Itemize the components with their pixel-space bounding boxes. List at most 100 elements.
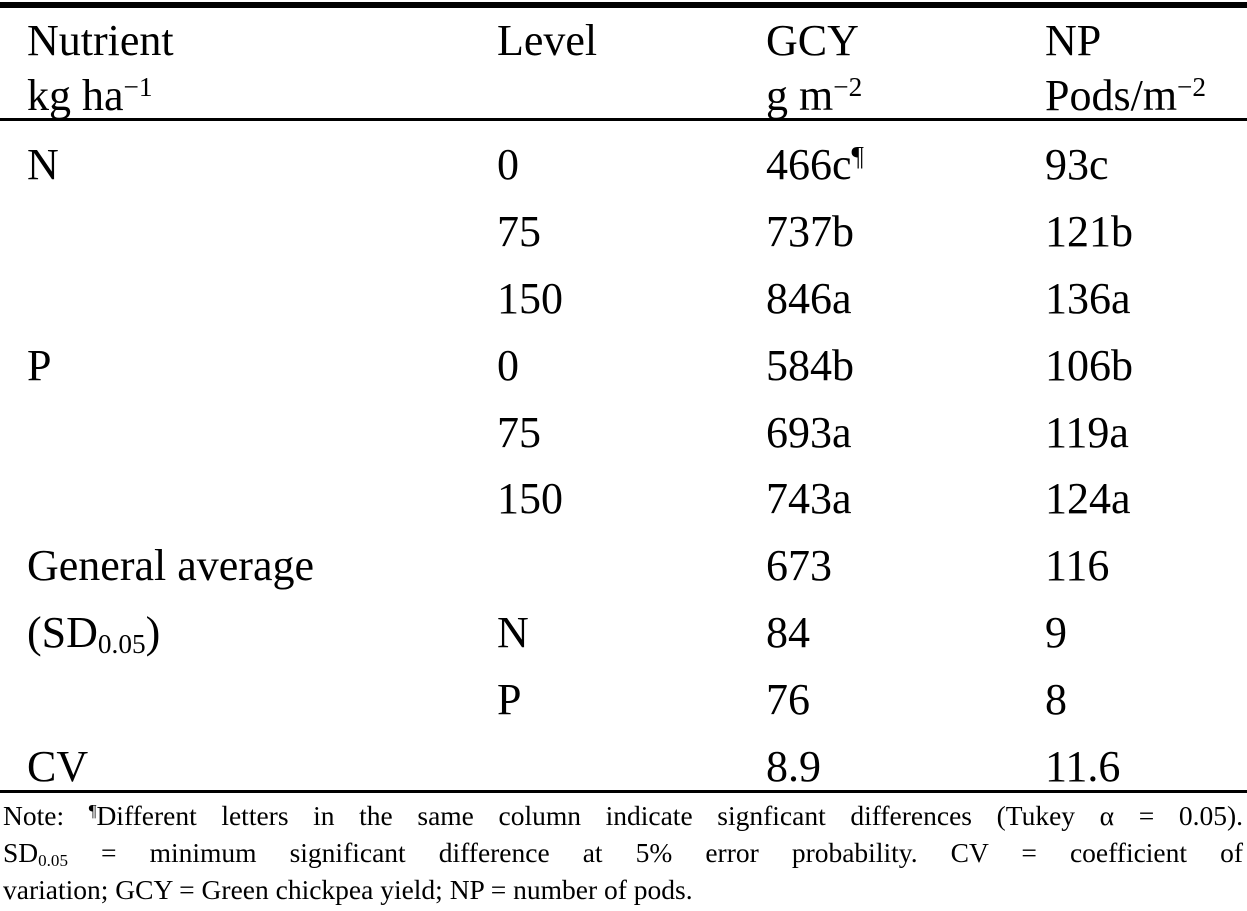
text-segment: SD — [3, 836, 39, 868]
text-segment: 0 — [497, 340, 519, 390]
superscript-text: ¶ — [88, 801, 97, 821]
table-header-row: Nutrient kg ha−1 Level GCY g m−2 NP Pods/m−2 — [0, 8, 1247, 121]
text-segment: 150 — [497, 273, 563, 323]
table-cell — [497, 745, 766, 790]
text-segment: variation; GCY = Green chickpea yield; N… — [3, 873, 693, 905]
text-segment: 136a — [1045, 273, 1131, 323]
text-segment: 119a — [1045, 407, 1129, 457]
header-cell: GCY g m−2 — [766, 13, 1045, 123]
superscript-text: −2 — [1177, 71, 1207, 102]
table-cell: CV — [27, 745, 497, 790]
subscript-text: 0.05 — [97, 629, 146, 660]
note-line: variation; GCY = Green chickpea yield; N… — [3, 873, 1243, 906]
text-segment: 0 — [497, 140, 519, 189]
header-line-2: Pods/m−2 — [1045, 68, 1247, 123]
text-segment: Different letters in the same column ind… — [96, 799, 1243, 831]
table-row: 150 743a 124a — [0, 455, 1247, 522]
text-segment: CV — [27, 742, 89, 792]
table-cell — [27, 210, 497, 255]
table-cell: 150 — [497, 477, 766, 522]
table-cell — [27, 277, 497, 322]
table-cell: 9 — [1045, 611, 1247, 660]
text-segment: 466c — [766, 140, 852, 189]
text-segment: 693a — [766, 407, 852, 457]
header-cell: Nutrient kg ha−1 — [27, 13, 497, 123]
text-segment: 9 — [1045, 608, 1067, 658]
table-row: 150 846a 136a — [0, 255, 1247, 322]
table-cell: 124a — [1045, 477, 1247, 522]
text-segment: 75 — [497, 407, 541, 457]
text-segment: P — [497, 675, 522, 725]
text-segment: N — [497, 608, 529, 658]
table-note: Note: ¶Different letters in the same col… — [0, 793, 1247, 906]
text-segment: NP — [1045, 16, 1102, 65]
text-segment: Level — [497, 16, 598, 65]
table-cell: 136a — [1045, 273, 1247, 323]
text-segment: Pods/m — [1045, 71, 1178, 120]
text-segment: 8.9 — [766, 742, 821, 792]
text-segment: 106b — [1045, 340, 1133, 390]
table-cell: 93c — [1045, 143, 1247, 192]
text-segment: 93c — [1045, 140, 1109, 189]
table-top-rule — [0, 2, 1247, 8]
table-cell: 119a — [1045, 407, 1247, 457]
text-segment: 8 — [1045, 675, 1067, 725]
table-cell: 466c¶ — [766, 140, 1045, 192]
superscript-text: −2 — [833, 71, 863, 102]
table-cell: 584b — [766, 340, 1045, 390]
text-segment: 673 — [766, 541, 832, 591]
text-segment: 124a — [1045, 474, 1131, 524]
table-cell: 11.6 — [1045, 745, 1247, 790]
header-line-2: kg ha−1 — [27, 68, 497, 123]
table-cell: P — [497, 678, 766, 723]
text-segment: kg ha — [27, 71, 124, 120]
table-row: P 76 8 — [0, 656, 1247, 723]
table-cell — [27, 477, 497, 522]
superscript-text: ¶ — [851, 140, 864, 171]
text-segment: P — [27, 340, 52, 390]
table-cell: 0 — [497, 143, 766, 192]
table-cell: 116 — [1045, 544, 1247, 589]
note-line: SD0.05 = minimum significant difference … — [3, 836, 1243, 873]
table-cell: 76 — [766, 678, 1045, 723]
table-cell: 743a — [766, 477, 1045, 522]
text-segment: 846a — [766, 273, 852, 323]
text-segment: General average — [27, 541, 315, 591]
text-segment: (SD — [27, 608, 98, 658]
table-cell: 121b — [1045, 206, 1247, 256]
text-segment: N — [27, 140, 59, 189]
subscript-text: 0.05 — [38, 850, 68, 870]
table-cell: General average — [27, 544, 497, 589]
table-row: P 0 584b 106b — [0, 322, 1247, 389]
text-segment: = minimum significant difference at 5% e… — [67, 836, 1243, 868]
note-line: Note: ¶Different letters in the same col… — [3, 799, 1243, 836]
text-segment: GCY — [766, 16, 859, 65]
table-cell: 737b — [766, 206, 1045, 256]
table-cell: 846a — [766, 273, 1045, 323]
table-cell: 673 — [766, 544, 1045, 589]
table-cell: 75 — [497, 209, 766, 255]
text-segment: 84 — [766, 608, 810, 658]
text-segment: Note: — [3, 799, 89, 831]
text-segment: 121b — [1045, 206, 1133, 256]
table-cell: 75 — [497, 407, 766, 457]
header-line-1: Nutrient — [27, 13, 497, 68]
header-line-2 — [497, 68, 766, 123]
header-line-1: Level — [497, 13, 766, 68]
text-segment: 743a — [766, 474, 852, 524]
table-cell: N — [27, 143, 497, 192]
table-cell — [497, 544, 766, 589]
text-segment: 116 — [1045, 541, 1110, 591]
table-cell: 150 — [497, 273, 766, 323]
text-segment: 584b — [766, 340, 854, 390]
text-segment: g m — [766, 71, 834, 120]
table-cell: 0 — [497, 340, 766, 390]
text-segment: 11.6 — [1045, 742, 1121, 792]
text-segment: 76 — [766, 675, 810, 725]
table-cell: 693a — [766, 407, 1045, 457]
text-segment: 737b — [766, 206, 854, 256]
table-row: N 0 466c¶ 93c — [0, 121, 1247, 188]
text-segment: Nutrient — [27, 16, 174, 65]
header-line-1: NP — [1045, 13, 1247, 68]
